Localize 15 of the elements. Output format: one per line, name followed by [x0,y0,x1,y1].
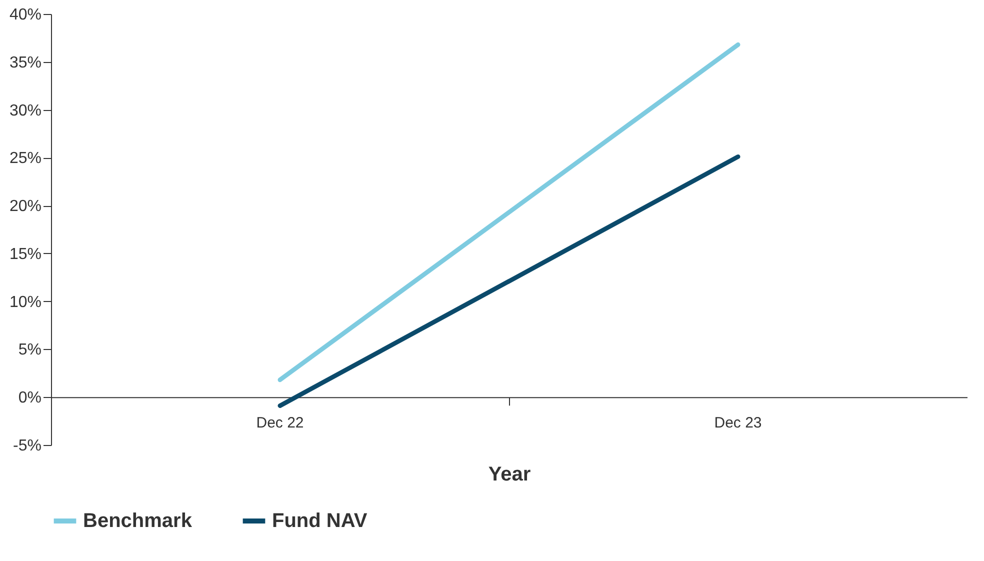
y-tick-label: 20% [9,198,42,216]
y-tick-label: 40% [9,6,42,24]
y-tick-label: 0% [18,390,42,407]
y-tick-label: 35% [9,54,42,72]
y-tick-label: 15% [9,246,42,263]
x-tick-label: Dec 22 [256,414,304,432]
y-tick-label: 30% [9,102,42,120]
y-tick-label: 5% [18,342,42,359]
y-tick-label: 10% [9,294,42,311]
x-axis-title: Year [488,464,531,486]
y-tick-label: 25% [9,150,42,168]
legend-label: Fund NAV [272,510,368,532]
legend-label: Benchmark [83,510,193,532]
y-tick-label: -5% [13,438,42,454]
x-tick-label: Dec 23 [714,414,762,432]
